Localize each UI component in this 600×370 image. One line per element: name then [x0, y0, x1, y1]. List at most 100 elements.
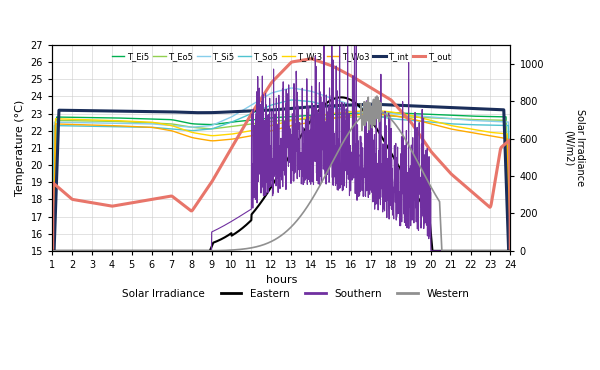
Line: T_int: T_int [52, 104, 511, 309]
T_Ei5 [72, 115, 79, 120]
Southern [336, 16, 343, 21]
T_Eo5 [271, 119, 278, 123]
Western [410, 151, 417, 156]
T_int [494, 107, 501, 112]
T_Wi3 [49, 311, 56, 316]
T_Eo5 [386, 114, 393, 118]
Western [507, 249, 514, 253]
T_Eo5 [49, 312, 56, 317]
T_int [72, 108, 79, 113]
Line: T_Ei5: T_Ei5 [52, 113, 511, 313]
T_Si5 [507, 294, 514, 298]
Eastern [410, 188, 417, 193]
Eastern [507, 249, 514, 253]
T_out [307, 57, 314, 61]
Southern [494, 249, 501, 253]
Line: T_Eo5: T_Eo5 [52, 116, 511, 314]
Southern [72, 249, 79, 253]
T_Wi3 [271, 122, 278, 127]
T_Wi3 [507, 306, 514, 311]
Southern [507, 249, 514, 253]
T_out [259, 94, 266, 98]
T_Wo3 [410, 117, 417, 121]
T_Wo3 [271, 128, 278, 132]
T_Wi3 [367, 108, 374, 112]
T_Ei5 [49, 310, 56, 315]
T_int [271, 108, 278, 112]
Western [72, 249, 79, 253]
T_Wo3 [494, 135, 501, 139]
T_int [49, 307, 56, 312]
T_So5 [259, 107, 266, 111]
T_Wi3 [259, 125, 266, 130]
T_Si5 [49, 313, 56, 317]
Line: Western: Western [52, 96, 511, 251]
T_So5 [271, 102, 278, 106]
Line: T_Wi3: T_Wi3 [52, 110, 511, 313]
T_So5 [494, 123, 501, 128]
Line: T_Wo3: T_Wo3 [52, 114, 511, 316]
T_Si5 [410, 113, 417, 118]
T_Wi3 [72, 117, 79, 122]
T_out [507, 276, 514, 280]
T_Si5 [259, 96, 266, 100]
T_Eo5 [507, 302, 514, 307]
T_Si5 [72, 120, 79, 125]
T_Wo3 [494, 135, 501, 139]
T_int [494, 107, 501, 112]
T_out [494, 166, 501, 171]
Legend: Solar Irradiance, Eastern, Southern, Western: Solar Irradiance, Eastern, Southern, Wes… [89, 285, 473, 303]
Western [259, 243, 266, 247]
Western [271, 237, 278, 242]
T_Si5 [288, 86, 295, 90]
T_Wo3 [507, 309, 514, 313]
T_out [72, 198, 79, 202]
T_Ei5 [494, 114, 501, 119]
Western [494, 249, 501, 253]
T_Wi3 [494, 131, 501, 135]
T_Ei5 [410, 111, 417, 116]
T_Eo5 [259, 120, 266, 125]
T_Ei5 [259, 117, 266, 121]
T_Wo3 [72, 122, 79, 127]
Eastern [337, 95, 344, 100]
Southern [410, 199, 417, 204]
Eastern [259, 198, 266, 202]
T_out [410, 123, 417, 128]
T_So5 [289, 98, 296, 102]
T_Si5 [494, 120, 501, 124]
T_Ei5 [271, 115, 278, 120]
Western [373, 94, 380, 98]
Line: Southern: Southern [52, 18, 511, 251]
T_int [410, 104, 417, 108]
T_out [494, 165, 501, 169]
Y-axis label: Temperature (°C): Temperature (°C) [15, 100, 25, 196]
T_So5 [494, 123, 501, 128]
T_Wi3 [410, 114, 417, 118]
T_Si5 [271, 90, 278, 94]
T_Ei5 [494, 114, 501, 119]
T_Eo5 [72, 118, 79, 123]
Line: Eastern: Eastern [52, 97, 511, 251]
Southern [271, 171, 278, 175]
T_Wo3 [49, 314, 56, 318]
T_Eo5 [410, 115, 417, 119]
T_So5 [410, 118, 417, 123]
T_int [507, 300, 514, 305]
Southern [49, 249, 56, 253]
X-axis label: hours: hours [266, 275, 297, 285]
Western [49, 249, 56, 253]
T_So5 [507, 296, 514, 300]
Southern [494, 249, 501, 253]
T_Si5 [494, 120, 501, 124]
T_So5 [72, 124, 79, 128]
T_Wo3 [367, 111, 374, 116]
Southern [259, 170, 266, 175]
Eastern [271, 179, 278, 183]
T_So5 [49, 315, 56, 319]
Eastern [49, 249, 56, 253]
Line: T_Si5: T_Si5 [52, 88, 511, 315]
Line: T_So5: T_So5 [52, 100, 511, 317]
T_Ei5 [386, 111, 393, 115]
T_int [367, 102, 374, 107]
